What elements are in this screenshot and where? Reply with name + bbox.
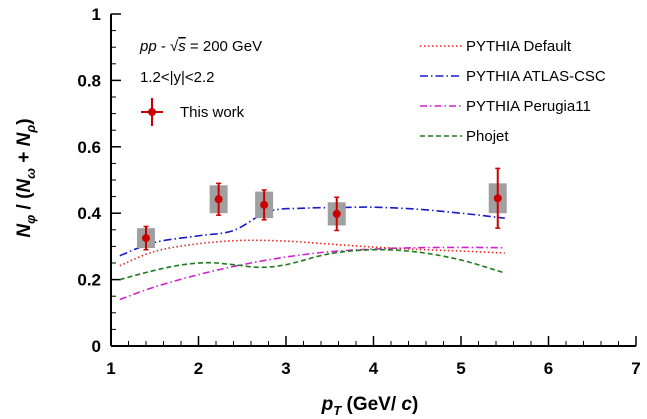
legend-this-work-marker [148, 108, 156, 116]
y-axis-title-plus: + [14, 146, 35, 168]
x-tick-label: 4 [369, 359, 379, 378]
x-axis-title: pT (GeV/ c) [321, 394, 419, 418]
y-axis-title-n2: N [14, 178, 35, 193]
legend-this-work: This work [141, 98, 245, 126]
legend-this-work-label: This work [180, 104, 245, 121]
y-axis-title-sub-omega: ω [23, 168, 38, 179]
x-axis-title-subscript: T [333, 403, 342, 418]
x-tick-label: 5 [456, 359, 465, 378]
annotation-system: pp - √s = 200 GeV [139, 38, 262, 55]
y-tick-label: 0.8 [77, 71, 101, 90]
legend-label-pythia-default: PYTHIA Default [466, 38, 572, 55]
data-point [332, 209, 341, 218]
data-point [260, 200, 269, 209]
annotation-pp: pp [139, 38, 157, 55]
y-tick-label: 0.2 [77, 271, 101, 290]
y-tick-label: 0.6 [77, 138, 101, 157]
x-tick-label: 3 [281, 359, 290, 378]
x-axis-title-symbol: p [321, 394, 334, 415]
y-tick-label: 0.4 [77, 204, 101, 223]
y-tick-label: 1 [92, 5, 101, 24]
annotation-rapidity: 1.2<|y|<2.2 [140, 69, 215, 86]
y-axis-title: Nφ / (Nω + Nρ) [14, 118, 38, 237]
x-tick-label: 1 [106, 359, 115, 378]
y-axis-title-n3: N [14, 131, 35, 146]
legend-label-phojet: Phojet [466, 128, 509, 145]
model-legend: PYTHIA Default PYTHIA ATLAS-CSC PYTHIA Per… [420, 38, 606, 145]
axes: 1 2 3 4 5 6 7 0 0.2 0.4 0.6 0.8 1 [77, 5, 640, 378]
y-axis-title-slash: / ( [14, 192, 35, 215]
data-point [493, 194, 502, 203]
y-axis-title-close: ) [14, 118, 35, 124]
legend-label-pythia-atlas-csc: PYTHIA ATLAS-CSC [466, 68, 606, 85]
y-axis-title-sub-phi: φ [23, 215, 38, 224]
x-axis-title-unit-c: c [401, 394, 412, 415]
curve-pythia-atlas-csc [119, 206, 505, 257]
y-tick-label: 0 [92, 337, 101, 356]
x-tick-label: 7 [631, 359, 640, 378]
y-axis-ticks: 0 0.2 0.4 0.6 0.8 1 [77, 5, 121, 356]
y-axis-title-sub-rho: ρ [23, 125, 38, 134]
annotation-s: s [178, 38, 186, 55]
x-tick-label: 2 [194, 359, 203, 378]
x-axis-ticks: 1 2 3 4 5 6 7 [106, 336, 641, 378]
data-point [142, 234, 150, 243]
curve-pythia-perugia11 [119, 246, 505, 301]
model-curves [119, 206, 506, 301]
data-points [137, 167, 507, 251]
annotation-energy: = 200 GeV [186, 38, 262, 55]
annotation-dash: - [157, 38, 170, 55]
legend-label-pythia-perugia11: PYTHIA Perugia11 [466, 98, 591, 115]
curve-phojet [119, 248, 506, 281]
x-axis-title-close: ) [412, 394, 418, 415]
x-axis-title-unit: (GeV/ [341, 394, 401, 415]
annotation-sqrt: √ [170, 38, 179, 55]
y-axis-title-n1: N [14, 223, 35, 238]
x-tick-label: 6 [544, 359, 553, 378]
data-point [214, 195, 223, 204]
